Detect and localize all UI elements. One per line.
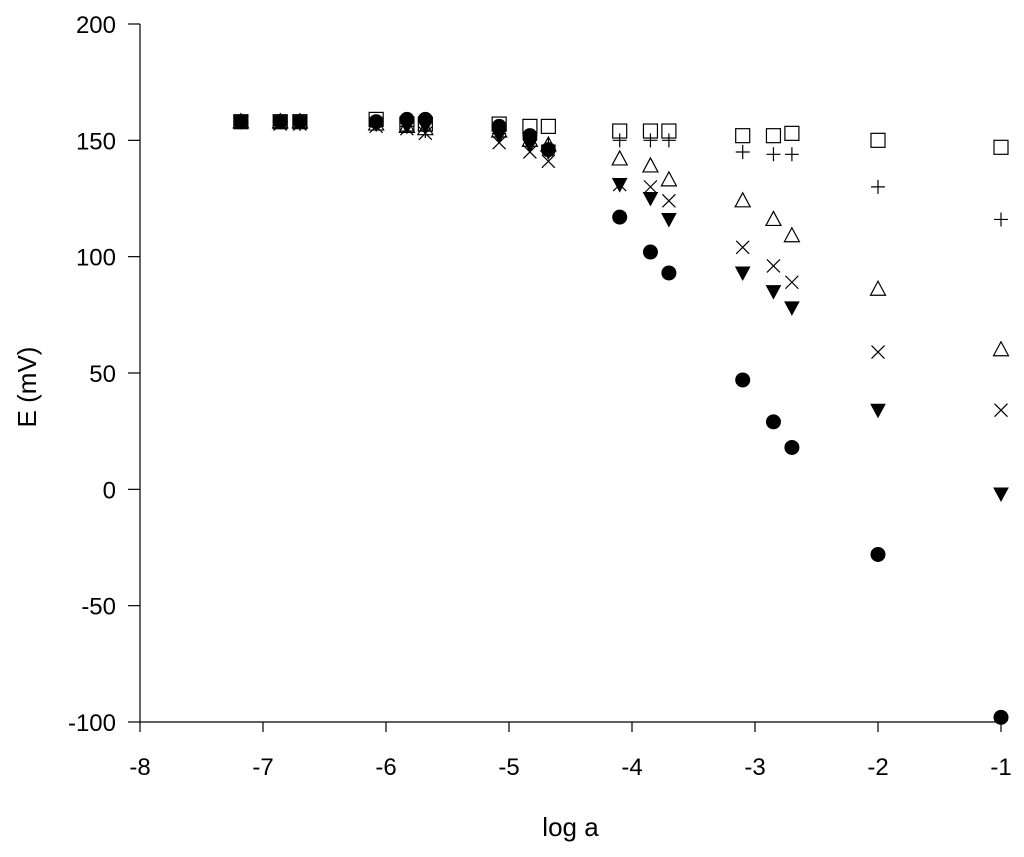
x-tick-label: -4 (621, 754, 642, 781)
filled-down-triangle-point (661, 212, 677, 228)
x-tick-label: -5 (498, 754, 519, 781)
filled-down-triangle-point (765, 285, 782, 300)
plus-point (643, 133, 658, 148)
series-filled-circle (233, 111, 1009, 725)
series-open-square (233, 111, 1009, 155)
open-square-point (784, 125, 800, 141)
cross-point (541, 154, 556, 169)
filled-circle-point (765, 414, 781, 430)
y-tick-label: -100 (68, 710, 116, 737)
filled-down-triangle-point (734, 266, 751, 282)
series-open-triangle (232, 112, 1010, 357)
x-tick-label: -8 (129, 754, 150, 781)
filled-circle-point (522, 128, 538, 144)
filled-circle-point (612, 209, 628, 225)
open-square-point (540, 118, 556, 134)
filled-down-triangle-point (993, 487, 1009, 503)
plus-point (784, 147, 799, 162)
open-triangle-point (416, 119, 434, 136)
filled-down-triangle-point (784, 301, 800, 316)
cross-point (643, 179, 658, 194)
plus-point (871, 179, 885, 194)
filled-circle-point (784, 439, 800, 455)
y-tick-label: 50 (89, 361, 116, 388)
filled-circle-point (399, 111, 415, 127)
y-tick-label: 100 (76, 245, 116, 272)
x-tick-label: -1 (990, 754, 1011, 781)
filled-circle-point (491, 118, 507, 134)
cross-point (871, 345, 885, 359)
open-square-point (735, 128, 751, 144)
cross-point (735, 240, 750, 255)
filled-circle-point (735, 372, 751, 388)
filled-circle-point (292, 114, 308, 130)
x-tick-label: -7 (252, 754, 273, 781)
x-axis-title: log a (542, 812, 599, 842)
open-triangle-point (783, 226, 801, 243)
open-square-point (870, 132, 886, 148)
filled-circle-point (417, 111, 433, 127)
data-points (232, 111, 1010, 725)
filled-down-triangle-point (870, 403, 886, 419)
open-triangle-point (734, 191, 752, 208)
filled-circle-point (368, 114, 384, 130)
y-tick-label: 0 (103, 477, 116, 504)
y-tick-label: -50 (81, 594, 116, 621)
cross-point (766, 259, 781, 273)
series-plus (233, 114, 1008, 227)
plus-point (612, 133, 627, 148)
filled-circle-point (870, 546, 886, 562)
filled-down-triangle-point (611, 178, 628, 193)
ticks (128, 23, 1002, 732)
open-triangle-point (869, 279, 887, 296)
filled-down-triangle-point (642, 192, 659, 207)
filled-circle-point (540, 142, 556, 158)
y-tick-label: 150 (76, 128, 116, 155)
x-tick-label: -2 (867, 754, 888, 781)
x-tick-label: -6 (375, 754, 396, 781)
y-axis-title: E (mV) (12, 347, 42, 428)
series-cross (233, 114, 1008, 418)
cross-point (784, 275, 799, 290)
open-triangle-point (764, 210, 782, 227)
open-square-point (765, 128, 782, 144)
x-tick-label: -3 (744, 754, 765, 781)
y-tick-label: 200 (76, 12, 116, 39)
filled-circle-point (272, 114, 288, 130)
filled-circle-point (233, 114, 249, 130)
plus-point (994, 212, 1008, 227)
plus-point (661, 133, 676, 148)
open-triangle-point (660, 170, 678, 187)
open-triangle-point (641, 156, 659, 173)
open-square-point (993, 139, 1009, 155)
tick-labels: -8 -7 -6 -5 -4 -3 -2 -1 -100 -50 0 50 100 150 200 (68, 12, 1012, 781)
plus-point (735, 144, 750, 159)
filled-circle-point (642, 244, 658, 260)
cross-point (994, 403, 1008, 418)
open-triangle-point (992, 340, 1010, 357)
open-triangle-point (611, 149, 629, 166)
filled-circle-point (661, 265, 677, 281)
filled-circle-point (993, 709, 1009, 725)
cross-point (661, 193, 676, 208)
axes (139, 24, 1001, 723)
series-filled-down-triangle (233, 115, 1009, 503)
plus-point (766, 147, 781, 162)
